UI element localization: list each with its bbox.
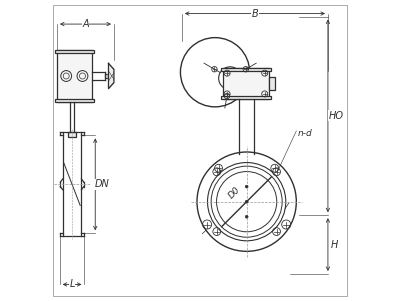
Bar (269, 76, 275, 91)
Bar (221, 96, 271, 99)
Bar (105, 74, 108, 77)
Text: L: L (69, 279, 75, 290)
Text: B: B (252, 8, 258, 19)
Text: DN: DN (94, 179, 109, 189)
Text: D0: D0 (227, 185, 242, 200)
Text: H: H (331, 240, 338, 250)
Bar (57, 50, 92, 102)
Bar (68, 132, 76, 137)
Bar (55, 99, 94, 102)
Circle shape (245, 215, 248, 218)
Bar (55, 50, 94, 53)
Bar (221, 68, 271, 71)
Text: HO: HO (329, 111, 344, 121)
Circle shape (245, 200, 248, 203)
Text: n-d: n-d (298, 129, 312, 138)
Circle shape (245, 185, 248, 188)
Polygon shape (108, 63, 114, 88)
Bar (222, 68, 269, 99)
Text: A: A (82, 19, 89, 29)
